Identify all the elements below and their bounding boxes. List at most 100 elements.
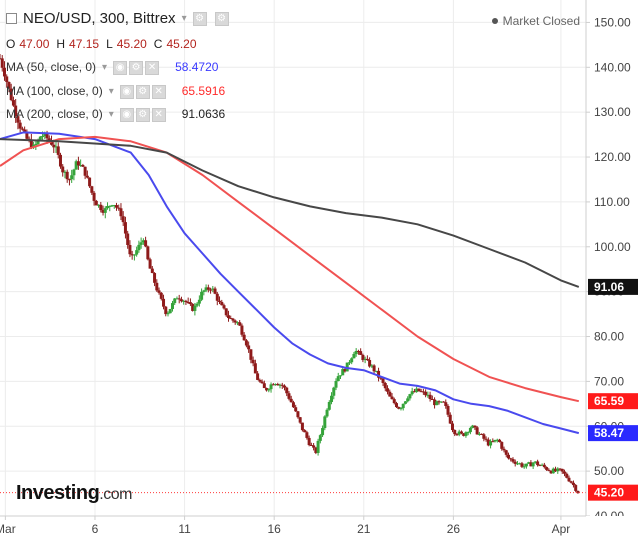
candle-up [527, 462, 531, 464]
indicator-row-ma50[interactable]: MA (50, close, 0) ▾ ◉ ⚙ ✕ 58.4720 [6, 59, 218, 75]
candle-down [146, 246, 150, 260]
candle-down [428, 394, 432, 399]
indicator-label: MA (100, close, 0) [6, 84, 103, 98]
candle-down [233, 320, 237, 323]
candle-down [61, 166, 65, 173]
y-tick-label: 130.00 [594, 105, 631, 119]
price-label: 65.59 [588, 393, 638, 410]
candle-up [323, 416, 327, 429]
candle-down [549, 470, 553, 474]
candle-up [267, 389, 271, 391]
candle-down [437, 401, 441, 403]
x-axis-area [0, 516, 640, 540]
candle-up [137, 244, 141, 251]
candle-down [453, 430, 457, 435]
candle-down [50, 140, 54, 145]
candle-up [336, 376, 340, 381]
candle-down [90, 186, 94, 193]
x-tick-label: 6 [92, 522, 99, 536]
candle-down [150, 268, 154, 274]
candle-down [574, 485, 578, 491]
candle-up [464, 432, 468, 436]
candle-down [126, 233, 130, 245]
candle-up [363, 358, 367, 361]
candle-up [72, 169, 76, 176]
candle-up [70, 175, 74, 180]
candle-down [253, 363, 257, 374]
candle-up [533, 461, 537, 463]
chevron-down-icon[interactable]: ▾ [108, 85, 114, 97]
candle-down [148, 259, 152, 269]
candle-up [332, 387, 336, 396]
close-icon[interactable]: ✕ [145, 61, 160, 75]
indicator-row-ma200[interactable]: MA (200, close, 0) ▾ ◉ ⚙ ✕ 91.0636 [6, 106, 225, 122]
gear-icon[interactable]: ⚙ [135, 85, 150, 99]
candle-down [218, 300, 222, 302]
gear-icon[interactable]: ⚙ [135, 108, 150, 122]
y-tick-label: 80.00 [594, 330, 624, 344]
candle-down [450, 423, 454, 431]
candle-up [54, 146, 58, 148]
candle-down [209, 289, 213, 291]
candle-up [435, 401, 439, 406]
chevron-down-icon[interactable]: ▾ [108, 108, 114, 120]
candle-down [157, 290, 161, 293]
candle-down [569, 481, 573, 483]
gear-icon[interactable]: ⚙ [129, 61, 144, 75]
candle-up [166, 313, 170, 315]
candle-up [489, 441, 493, 446]
candle-down [85, 175, 89, 178]
gear-icon[interactable]: ⚙ [214, 11, 229, 26]
candle-down [29, 140, 33, 148]
indicator-value: 91.0636 [181, 107, 226, 121]
eye-icon[interactable]: ◉ [113, 61, 128, 75]
candle-down [298, 417, 302, 423]
indicator-row-ma100[interactable]: MA (100, close, 0) ▾ ◉ ⚙ ✕ 65.5916 [6, 83, 225, 99]
indicator-value: 65.5916 [181, 84, 226, 98]
candle-down [417, 388, 421, 392]
indicator-value: 58.4720 [175, 60, 219, 74]
eye-icon[interactable]: ◉ [119, 85, 134, 99]
eye-icon[interactable]: ◉ [119, 108, 134, 122]
close-icon[interactable]: ✕ [151, 85, 166, 99]
candle-down [128, 244, 132, 255]
close-icon[interactable]: ✕ [151, 108, 166, 122]
candle-down [287, 393, 291, 399]
settings-icon[interactable]: ⚙ [192, 11, 207, 26]
candle-up [401, 403, 405, 409]
candle-down [23, 129, 27, 132]
candle-down [377, 370, 381, 378]
price-label-text: 58.47 [594, 426, 624, 440]
candle-down [282, 385, 286, 388]
candle-down [20, 128, 24, 130]
chevron-down-icon[interactable]: ▾ [102, 61, 108, 73]
candle-up [399, 408, 403, 410]
candle-down [188, 302, 192, 305]
candle-up [495, 439, 499, 441]
candle-down [14, 105, 18, 117]
candle-down [99, 204, 103, 211]
candle-up [347, 362, 351, 364]
candle-up [540, 464, 544, 466]
candle-up [103, 208, 107, 213]
candle-down [390, 396, 394, 400]
chevron-down-icon[interactable]: ▾ [181, 13, 187, 24]
candle-up [354, 350, 358, 354]
indicator-label: MA (50, close, 0) [6, 60, 97, 74]
price-label-bg [588, 484, 638, 501]
candle-down [265, 388, 269, 391]
candle-down [206, 287, 210, 290]
candle-down [244, 340, 248, 346]
candle-up [63, 171, 67, 173]
candle-down [545, 467, 549, 470]
candle-up [195, 303, 199, 306]
candle-down [186, 302, 190, 304]
candle-up [466, 432, 470, 434]
candle-down [2, 67, 6, 77]
candle-down [305, 432, 309, 438]
candle-up [173, 298, 177, 304]
collapse-square-icon[interactable] [6, 13, 17, 24]
candle-down [271, 384, 275, 386]
